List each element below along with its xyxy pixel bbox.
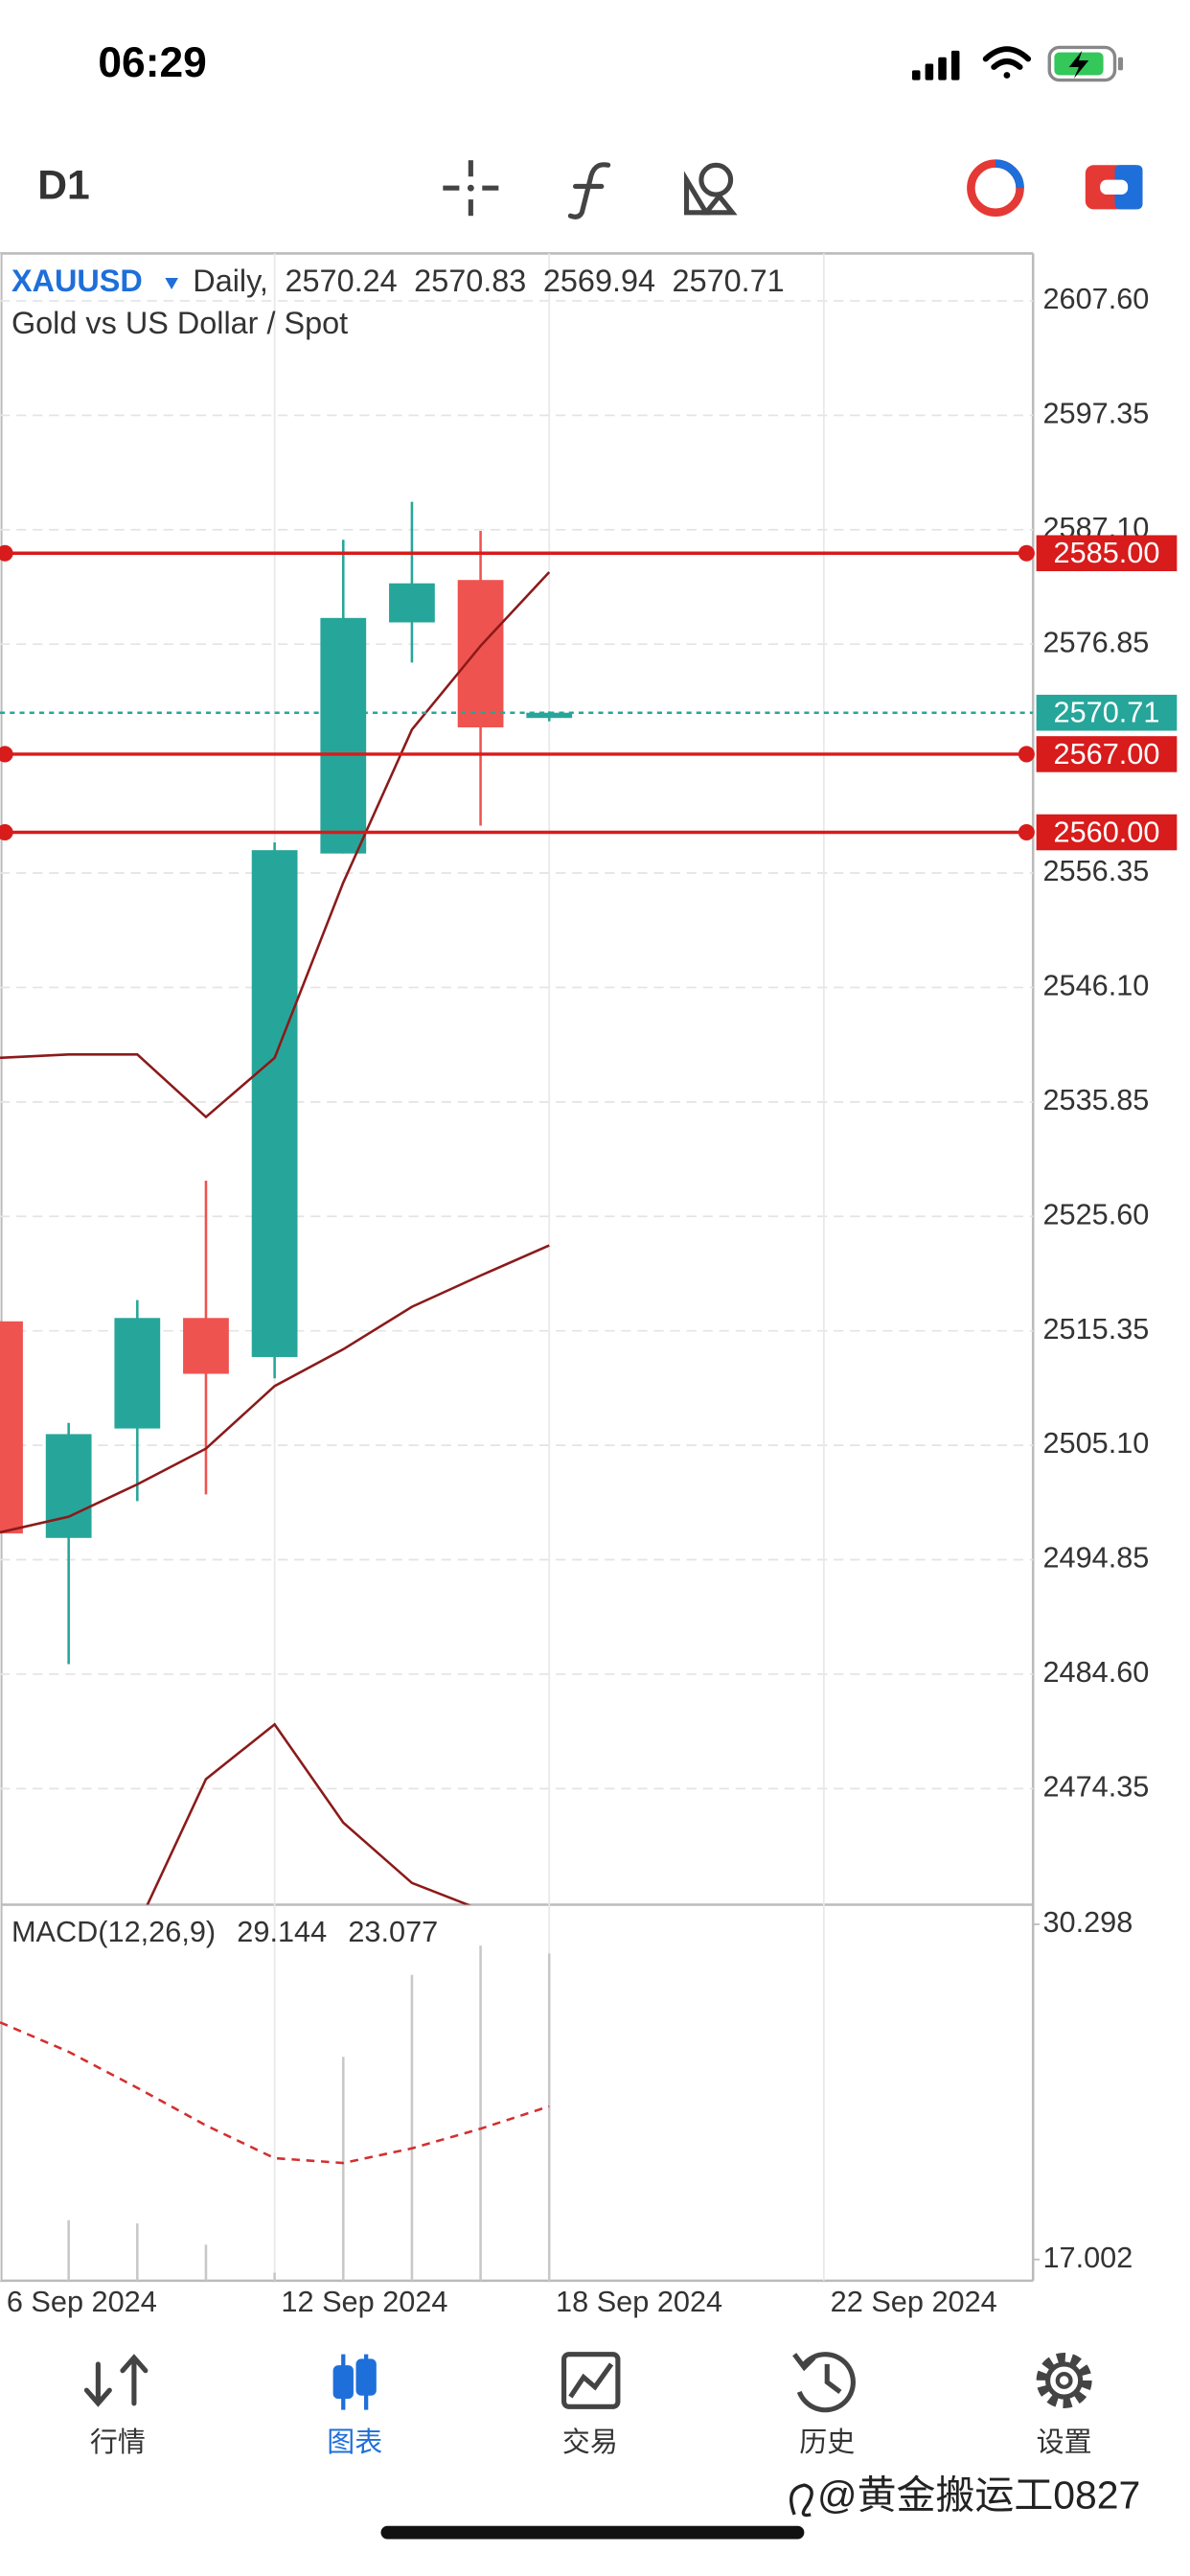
ohlc-high: 2570.83 bbox=[414, 264, 526, 298]
ohlc-open: 2570.24 bbox=[286, 264, 398, 298]
y-tick-label: 2535.85 bbox=[1042, 1083, 1149, 1116]
candle-body bbox=[457, 580, 504, 727]
y-tick-label: 2494.85 bbox=[1042, 1541, 1149, 1575]
tab-label[interactable]: 历史 bbox=[799, 2426, 855, 2458]
indicator-line bbox=[0, 571, 551, 1119]
candle-body bbox=[251, 850, 298, 1358]
trade-button[interactable] bbox=[967, 159, 1024, 218]
watermark-text: @黄金搬运工0827 bbox=[817, 2473, 1140, 2518]
battery-icon bbox=[1047, 45, 1124, 82]
tab-quotes[interactable]: 行情 bbox=[83, 2354, 149, 2458]
timeframe[interactable]: D1 bbox=[37, 162, 90, 208]
macd-tick-label: 30.298 bbox=[1042, 1905, 1133, 1939]
level-tag bbox=[1036, 736, 1178, 772]
grid bbox=[0, 253, 1041, 2281]
candle-body bbox=[114, 1318, 161, 1429]
chart-toggle[interactable] bbox=[1085, 165, 1143, 210]
y-tick-label: 2525.60 bbox=[1042, 1197, 1149, 1230]
y-tick-label: 2607.60 bbox=[1042, 282, 1149, 315]
level-label: 2560.00 bbox=[1054, 815, 1160, 848]
ohlc-low: 2569.94 bbox=[543, 264, 655, 298]
y-tick-label: 2474.35 bbox=[1042, 1769, 1149, 1803]
tab-label[interactable]: 行情 bbox=[90, 2426, 146, 2458]
y-tick-label: 2484.60 bbox=[1042, 1655, 1149, 1689]
tab-label[interactable]: 交易 bbox=[562, 2426, 618, 2458]
y-tick-label: 2597.35 bbox=[1042, 396, 1149, 429]
indicator-tool[interactable] bbox=[567, 162, 611, 219]
candle-body bbox=[526, 712, 573, 719]
signal-icon bbox=[911, 50, 960, 80]
level-handle bbox=[0, 823, 13, 841]
x-tick-label: 22 Sep 2024 bbox=[831, 2285, 997, 2318]
period: Daily, bbox=[193, 264, 268, 298]
axes: 2607.602597.352587.102576.852556.352546.… bbox=[0, 282, 1178, 2318]
signal-line bbox=[0, 2021, 550, 2165]
level-tag bbox=[1036, 535, 1178, 572]
macd-title: MACD(12,26,9) bbox=[11, 1915, 216, 1948]
chart-frame bbox=[0, 252, 1035, 2283]
wifi-icon bbox=[982, 46, 1032, 79]
status-time: 06:29 bbox=[98, 39, 206, 86]
candle-body bbox=[183, 1318, 229, 1374]
tab-label[interactable]: 图表 bbox=[327, 2426, 382, 2458]
ohlc-close: 2570.71 bbox=[673, 264, 785, 298]
level-label: 2585.00 bbox=[1054, 536, 1160, 569]
tab-chart[interactable]: 图表 bbox=[327, 2354, 382, 2458]
level-handle bbox=[0, 746, 13, 763]
price-pane bbox=[0, 501, 1034, 1905]
chart-subtitle: Gold vs US Dollar / Spot bbox=[11, 306, 348, 340]
indicator-line bbox=[146, 1722, 471, 1905]
tab-history[interactable]: 历史 bbox=[792, 2352, 856, 2458]
chart-header: XAUUSD bbox=[11, 264, 143, 298]
candle-body bbox=[45, 1434, 92, 1538]
macd-header: MACD(12,26,9) 29.144 23.077 bbox=[11, 1915, 438, 1948]
x-tick-label: 12 Sep 2024 bbox=[281, 2285, 447, 2318]
symbol[interactable]: XAUUSD bbox=[11, 264, 143, 298]
symbol-dropdown[interactable] bbox=[165, 278, 178, 289]
y-tick-label: 2505.10 bbox=[1042, 1426, 1149, 1460]
x-tick-label: 18 Sep 2024 bbox=[556, 2285, 722, 2318]
level-handle bbox=[0, 544, 13, 562]
candle-body bbox=[0, 1321, 23, 1534]
y-tick-label: 2576.85 bbox=[1042, 625, 1149, 658]
macd-pane bbox=[0, 1945, 551, 2281]
level-handle bbox=[1018, 746, 1035, 763]
x-tick-label: 6 Sep 2024 bbox=[7, 2285, 157, 2318]
candle-body bbox=[320, 617, 367, 854]
level-label: 2567.00 bbox=[1054, 737, 1160, 770]
current-price-tag bbox=[1036, 694, 1178, 731]
tab-trade[interactable]: 交易 bbox=[561, 2352, 621, 2458]
ohlc-header: Daily, 2570.24 2570.83 2569.94 2570.71 bbox=[193, 264, 784, 298]
indicator-line bbox=[0, 1244, 550, 1534]
macd-value: 29.144 bbox=[237, 1915, 327, 1948]
y-tick-label: 2556.35 bbox=[1042, 854, 1149, 887]
level-tag bbox=[1036, 814, 1178, 851]
crosshair-tool[interactable] bbox=[443, 160, 499, 217]
objects-tool[interactable] bbox=[683, 162, 738, 216]
macd-tick-label: 17.002 bbox=[1042, 2241, 1133, 2274]
signal-value: 23.077 bbox=[348, 1915, 438, 1948]
home-indicator bbox=[380, 2525, 805, 2540]
level-handle bbox=[1018, 544, 1035, 562]
tab-label[interactable]: 设置 bbox=[1037, 2427, 1092, 2458]
candle-body bbox=[389, 583, 435, 623]
watermark: @黄金搬运工0827 bbox=[790, 2473, 1140, 2518]
level-handle bbox=[1018, 823, 1035, 841]
y-tick-label: 2515.35 bbox=[1042, 1312, 1149, 1346]
y-tick-label: 2546.10 bbox=[1042, 969, 1149, 1002]
current-price-label: 2570.71 bbox=[1054, 696, 1160, 729]
